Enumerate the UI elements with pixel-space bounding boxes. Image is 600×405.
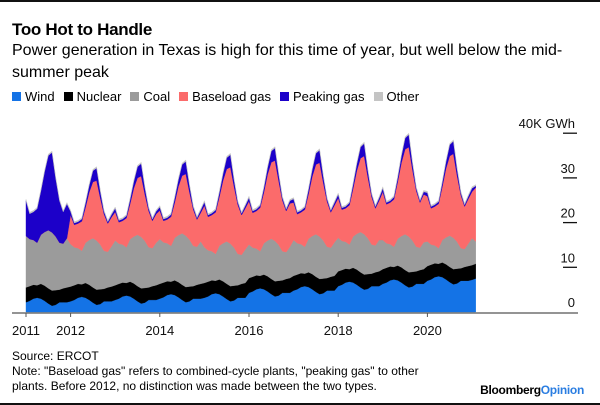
bloomberg-opinion-logo: BloombergOpinion: [480, 383, 584, 397]
legend-swatch: [12, 92, 21, 101]
x-tick-label: 2018: [324, 323, 353, 338]
y-tick-label: 40K GWh: [519, 116, 575, 131]
bottom-rule: [0, 403, 600, 405]
x-tick-label: 2014: [145, 323, 174, 338]
area-other: [25, 132, 476, 224]
note-text: Note: "Baseload gas" refers to combined-…: [12, 364, 419, 393]
x-tick-label: 2011: [12, 323, 40, 338]
legend-swatch: [179, 92, 189, 101]
legend-item-coal: Coal: [130, 89, 170, 104]
legend-item-peaking-gas: Peaking gas: [279, 89, 365, 104]
legend-swatch: [130, 92, 140, 101]
legend-label: Peaking gas: [292, 89, 365, 104]
legend-swatch: [373, 92, 383, 101]
chart-title: Too Hot to Handle: [12, 20, 153, 39]
legend-swatch: [63, 92, 73, 101]
series-areas: [25, 132, 476, 313]
logo-brand: Bloomberg: [480, 383, 541, 397]
legend-label: Nuclear: [76, 89, 122, 104]
chart-subtitle: Power generation in Texas is high for th…: [12, 42, 563, 81]
legend-label: Other: [386, 89, 420, 104]
y-tick-label: 30: [561, 161, 575, 176]
legend-swatch: [279, 92, 289, 101]
axes: 2011 2012 2014 2016 2018 2020 0 10 20 30 40K GWh: [12, 116, 578, 338]
logo-section: Opinion: [540, 383, 585, 397]
legend-label: Baseload gas: [192, 89, 271, 104]
legend: Wind Nuclear Coal Baseload gas Peaking g…: [12, 89, 419, 104]
y-tick-label: 10: [561, 250, 575, 265]
x-tick-label: 2016: [235, 323, 264, 338]
y-tick-label: 0: [568, 295, 575, 310]
x-tick-label: 2020: [413, 323, 442, 338]
y-tick-label: 20: [561, 206, 575, 221]
legend-label: Coal: [143, 89, 171, 104]
legend-item-nuclear: Nuclear: [63, 89, 122, 104]
source-text: Source: ERCOT: [12, 349, 99, 363]
legend-label: Wind: [25, 89, 55, 104]
legend-item-baseload-gas: Baseload gas: [179, 89, 271, 104]
legend-item-other: Other: [373, 89, 420, 104]
top-rule: [0, 0, 600, 2]
legend-item-wind: Wind: [12, 89, 55, 104]
x-tick-label: 2012: [56, 323, 85, 338]
